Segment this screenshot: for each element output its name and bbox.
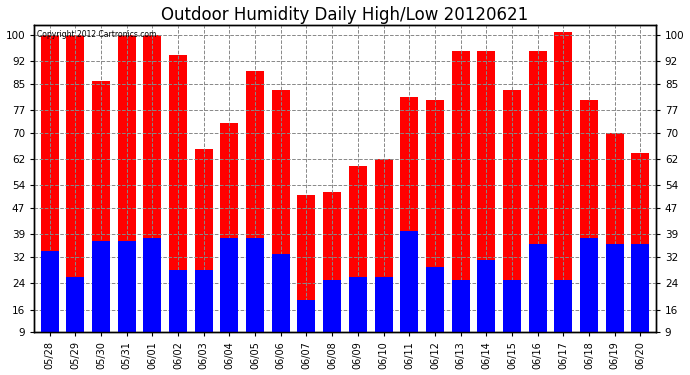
Bar bbox=[631, 244, 649, 362]
Bar bbox=[323, 280, 341, 362]
Bar bbox=[144, 35, 161, 362]
Bar bbox=[503, 280, 521, 362]
Bar bbox=[349, 166, 367, 362]
Bar bbox=[195, 149, 213, 362]
Bar bbox=[580, 100, 598, 362]
Bar bbox=[631, 153, 649, 362]
Bar bbox=[195, 270, 213, 362]
Bar bbox=[118, 241, 136, 362]
Bar bbox=[400, 97, 418, 362]
Bar bbox=[451, 280, 470, 362]
Bar bbox=[400, 231, 418, 362]
Text: Copyright 2012 Cartronics.com: Copyright 2012 Cartronics.com bbox=[37, 30, 157, 39]
Bar bbox=[323, 192, 341, 362]
Bar bbox=[426, 100, 444, 362]
Bar bbox=[169, 270, 187, 362]
Bar bbox=[426, 267, 444, 362]
Bar bbox=[477, 51, 495, 362]
Bar bbox=[41, 251, 59, 362]
Bar bbox=[169, 54, 187, 362]
Bar bbox=[529, 51, 546, 362]
Bar bbox=[297, 300, 315, 362]
Bar bbox=[272, 90, 290, 362]
Bar bbox=[41, 35, 59, 362]
Bar bbox=[220, 238, 239, 362]
Bar bbox=[375, 277, 393, 362]
Bar bbox=[554, 32, 572, 362]
Bar bbox=[349, 277, 367, 362]
Bar bbox=[246, 238, 264, 362]
Bar bbox=[451, 51, 470, 362]
Bar bbox=[246, 71, 264, 362]
Bar bbox=[144, 238, 161, 362]
Bar bbox=[606, 133, 624, 362]
Bar bbox=[272, 254, 290, 362]
Bar bbox=[529, 244, 546, 362]
Bar bbox=[66, 35, 84, 362]
Bar bbox=[554, 280, 572, 362]
Bar bbox=[66, 277, 84, 362]
Bar bbox=[477, 261, 495, 362]
Bar bbox=[375, 159, 393, 362]
Title: Outdoor Humidity Daily High/Low 20120621: Outdoor Humidity Daily High/Low 20120621 bbox=[161, 6, 529, 24]
Bar bbox=[580, 238, 598, 362]
Bar bbox=[92, 241, 110, 362]
Bar bbox=[297, 195, 315, 362]
Bar bbox=[92, 81, 110, 362]
Bar bbox=[503, 90, 521, 362]
Bar bbox=[220, 123, 239, 362]
Bar bbox=[606, 244, 624, 362]
Bar bbox=[118, 35, 136, 362]
